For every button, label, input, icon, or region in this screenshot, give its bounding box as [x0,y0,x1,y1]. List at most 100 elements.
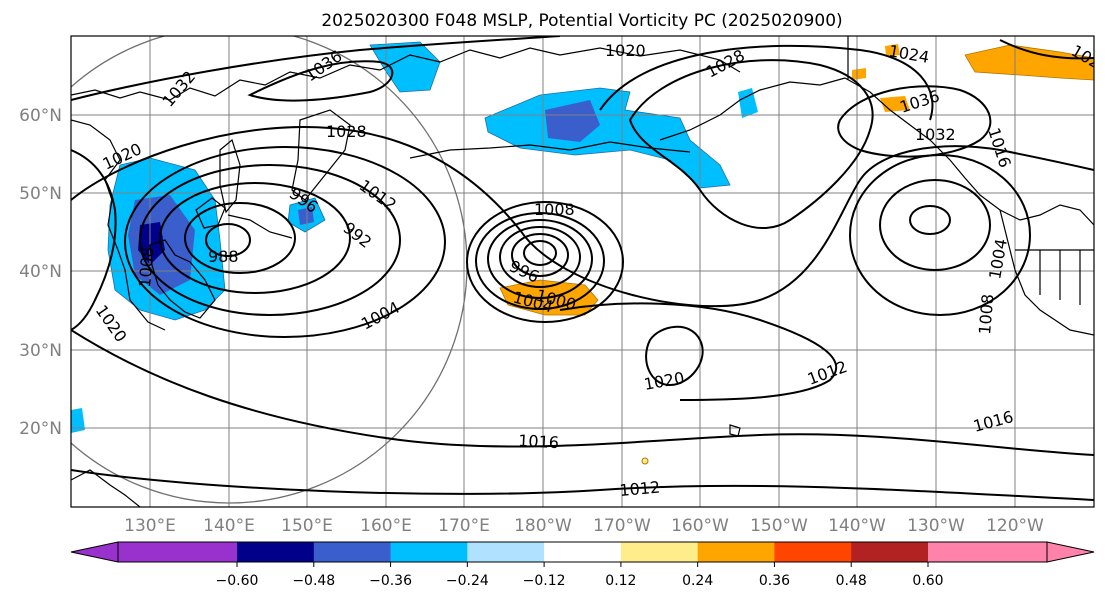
isobar-west-low-2 [184,202,296,274]
colorbar-tick-label: −0.12 [523,573,566,589]
coastline-us-west [999,209,1094,336]
isobar-1036-north [247,60,394,102]
lat-label: 30°N [19,341,62,361]
lon-label: 160°W [671,516,729,536]
colorbar-swatch [927,542,1048,562]
contour-label: 1032 [915,125,956,144]
colorbar-frame [117,541,1048,563]
coastline-aleutians [409,141,691,159]
lon-label: 120°W [986,516,1044,536]
pv-negative-north [369,41,441,93]
isobar-east-low-2 [879,179,991,271]
pv-positive-arctic [885,44,900,56]
isobar-low-core-4 [487,219,593,299]
map-frame [70,35,1095,508]
state-borders [1015,249,1094,305]
isobar-1032-canada [837,85,992,158]
colorbar-tick-label: 0.24 [682,573,713,589]
colorbar-tick-label: 0.12 [605,573,636,589]
isobar-1020-west [71,149,117,331]
coastline-alaska-west [659,77,846,141]
lon-label: 140°E [203,516,255,536]
colorbar-tick-label: 0.60 [912,573,943,589]
colorbar-swatch [544,542,622,562]
colorbar: −0.60 −0.48 −0.36 −0.24 −0.12 0.12 0.24 0.36 0.4… [70,541,1095,589]
pv-negative-south [71,408,85,433]
colorbar-tick-label: 0.36 [759,573,790,589]
contour-label: 1008 [135,246,157,288]
contour-label: 1008 [534,200,575,219]
colorbar-swatch [697,542,775,562]
isobar-1016-south [71,329,1094,456]
pv-strong-negative-aleutian [545,100,600,142]
isobar-1032-north [71,36,561,101]
isobar-low-core-5 [475,212,605,310]
colorbar-tick-label: −0.36 [369,573,412,589]
contour-label: 1028 [326,122,367,141]
latitude-labels: 60°N 50°N 40°N 30°N 20°N [19,106,62,439]
colorbar-min-arrow [70,541,119,563]
lat-label: 50°N [19,184,62,204]
coastlines [71,36,1094,507]
lon-label: 170°W [593,516,651,536]
contour-label: 988 [208,247,239,266]
contour-label: 1016 [518,431,560,452]
coastline-alaska-canada [844,77,1094,226]
pv-positive-dot [641,457,649,465]
lat-label: 60°N [19,106,62,126]
lon-label: 130°E [124,516,176,536]
colorbar-tick-label: 0.48 [836,573,867,589]
isobar-1016-mid [559,302,837,401]
coastline-japan [149,239,216,319]
lon-label: 150°W [750,516,808,536]
coastline-hokkaido [195,197,226,229]
contour-label: 1008 [975,293,997,335]
lat-label: 20°N [19,419,62,439]
isobar-east-low-1 [909,205,951,235]
contour-label: 1020 [605,41,646,60]
coastline-east-asia [71,119,166,331]
isobar-low-core-1 [523,240,557,266]
coastline-kamchatka [291,109,351,201]
isobar-low-core-6 [466,201,624,323]
pv-strongest-negative-japan [138,222,165,265]
lon-label: 170°E [438,516,490,536]
pv-positive-yukon [852,68,866,80]
colorbar-swatch [390,542,468,562]
colorbar-swatch [313,542,392,562]
coastline-philippines [71,469,141,507]
coastline-sakhalin [219,138,241,214]
isobar-west-low-1 [205,223,251,257]
lon-label: 150°E [281,516,333,536]
colorbar-max-arrow [1046,541,1095,563]
colorbar-swatch [620,542,699,562]
isobar-1028-aleutian-high [628,59,874,230]
isobars [71,36,1094,501]
colorbar-swatch [467,542,545,562]
pv-positive-canada [964,44,1094,81]
contour-label: 1012 [619,478,661,500]
longitude-labels: 130°E 140°E 150°E 160°E 170°E 180°W 170°… [124,516,1044,536]
pv-strong-negative-kamchatka [298,207,314,225]
map-area: 1020 1028 1036 1032 1024 1036 1032 1028 … [71,36,1094,507]
isobar-west-low-5 [124,146,446,338]
isobar-1012-south [71,469,1094,501]
coastline-kurils [227,214,293,239]
colorbar-swatch [118,542,238,562]
isobar-west-low-3 [159,182,351,294]
lon-label: 140°W [828,516,886,536]
pv-negative-alaska [738,88,758,118]
colorbar-swatch [851,542,929,562]
isobar-west-low-4 [139,164,401,316]
isobar-low-core-3 [499,226,581,288]
lon-label: 160°E [360,516,412,536]
colorbar-tick-label: −0.60 [216,573,259,589]
coastline-siberia-arctic [71,47,741,101]
lon-label: 180°W [514,516,572,536]
colorbar-tick-label: −0.24 [446,573,489,589]
colorbar-swatch [237,542,315,562]
figure-title: 2025020300 F048 MSLP, Potential Vorticit… [321,11,842,31]
colorbar-swatch [774,542,852,562]
isobar-1020-canada [999,39,1094,60]
